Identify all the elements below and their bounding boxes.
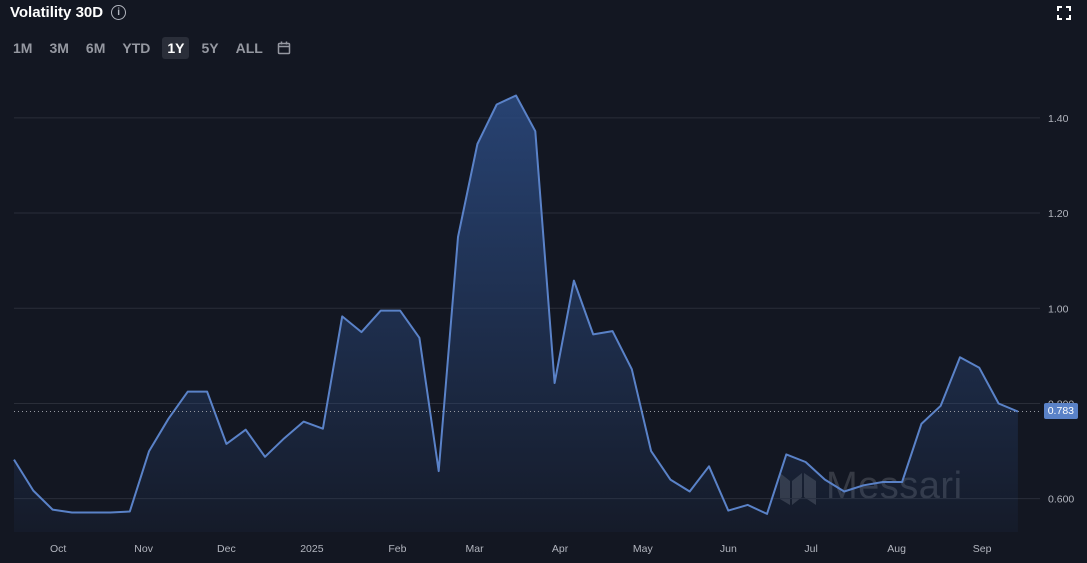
chart-title: Volatility 30D bbox=[10, 4, 104, 21]
info-icon[interactable]: i bbox=[111, 5, 127, 20]
x-tick-label: May bbox=[633, 543, 654, 555]
range-button-3m[interactable]: 3M bbox=[49, 40, 69, 56]
y-tick-label: 0.600 bbox=[1048, 494, 1074, 506]
y-tick-label: 1.00 bbox=[1048, 303, 1069, 315]
x-tick-label: Jul bbox=[804, 543, 817, 555]
x-tick-label: Feb bbox=[388, 543, 406, 555]
range-button-all[interactable]: ALL bbox=[235, 40, 263, 56]
range-button-1y[interactable]: 1Y bbox=[162, 37, 190, 59]
series-line bbox=[13, 94, 1019, 515]
x-tick-label: Oct bbox=[50, 543, 66, 555]
y-tick-label: 1.20 bbox=[1048, 208, 1069, 220]
x-tick-label: Jun bbox=[720, 543, 737, 555]
last-value-label: 0.783 bbox=[1043, 402, 1078, 419]
series-area bbox=[14, 95, 1018, 532]
x-tick-label: Nov bbox=[134, 543, 153, 555]
x-tick-label: Apr bbox=[552, 543, 569, 555]
range-button-6m[interactable]: 6M bbox=[85, 40, 106, 56]
range-button-1m[interactable]: 1M bbox=[13, 40, 33, 56]
chart-header: Volatility 30D i bbox=[10, 4, 127, 21]
x-tick-label: Sep bbox=[973, 543, 992, 555]
x-tick-label: Dec bbox=[217, 543, 236, 555]
y-tick-label: 1.40 bbox=[1048, 113, 1069, 125]
fullscreen-icon[interactable] bbox=[1057, 6, 1071, 20]
x-tick-label: 2025 bbox=[300, 543, 324, 555]
range-button-ytd[interactable]: YTD bbox=[122, 40, 151, 56]
x-tick-label: Mar bbox=[466, 543, 485, 555]
range-button-5y[interactable]: 5Y bbox=[201, 40, 219, 56]
time-range-selector: 1M 3M 6M YTD 1Y 5Y ALL bbox=[8, 37, 291, 59]
calendar-icon[interactable] bbox=[277, 41, 291, 55]
x-tick-label: Aug bbox=[887, 543, 906, 555]
